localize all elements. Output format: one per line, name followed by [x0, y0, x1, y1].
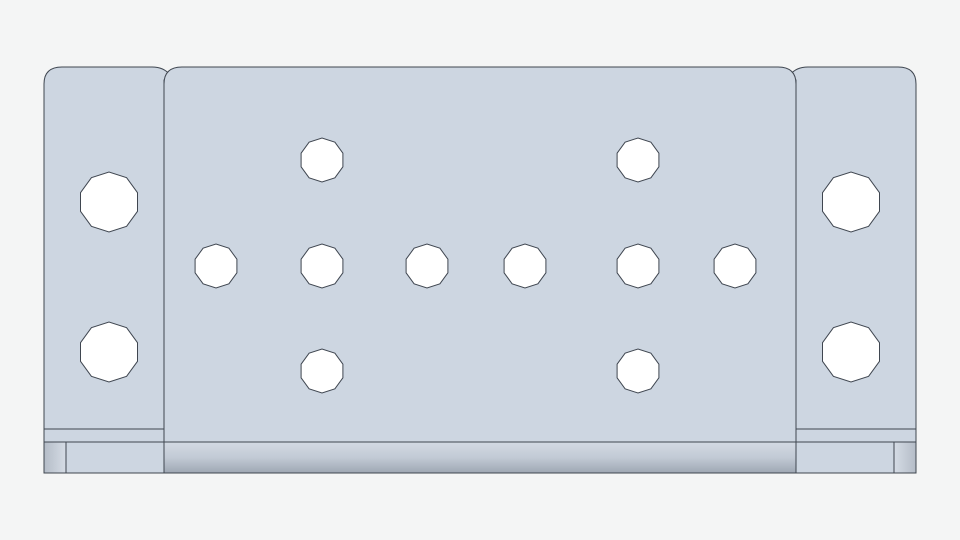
right-flange-foot-edge: [893, 441, 917, 474]
plate-hole: [616, 348, 660, 394]
right-flange-hole: [822, 171, 880, 233]
plate-hole: [300, 348, 344, 394]
center-plate-bottom-lip: [163, 441, 797, 474]
plate-hole: [300, 137, 344, 183]
left-flange-face: [43, 66, 171, 443]
plate-hole: [503, 243, 547, 289]
right-flange-hole: [822, 321, 880, 383]
center-plate: [163, 66, 797, 474]
plate-hole: [713, 243, 757, 289]
plate-hole: [405, 243, 449, 289]
left-flange-foot-edge: [43, 441, 67, 474]
plate-hole: [616, 137, 660, 183]
plate-hole: [300, 243, 344, 289]
mounting-holes: [80, 137, 880, 394]
plate-hole: [616, 243, 660, 289]
right-flange-face: [789, 66, 917, 443]
plate-hole: [194, 243, 238, 289]
right-flange: [789, 66, 917, 474]
left-flange-hole: [80, 321, 138, 383]
left-flange: [43, 66, 171, 474]
left-flange-hole: [80, 171, 138, 233]
center-plate-face: [163, 66, 797, 443]
